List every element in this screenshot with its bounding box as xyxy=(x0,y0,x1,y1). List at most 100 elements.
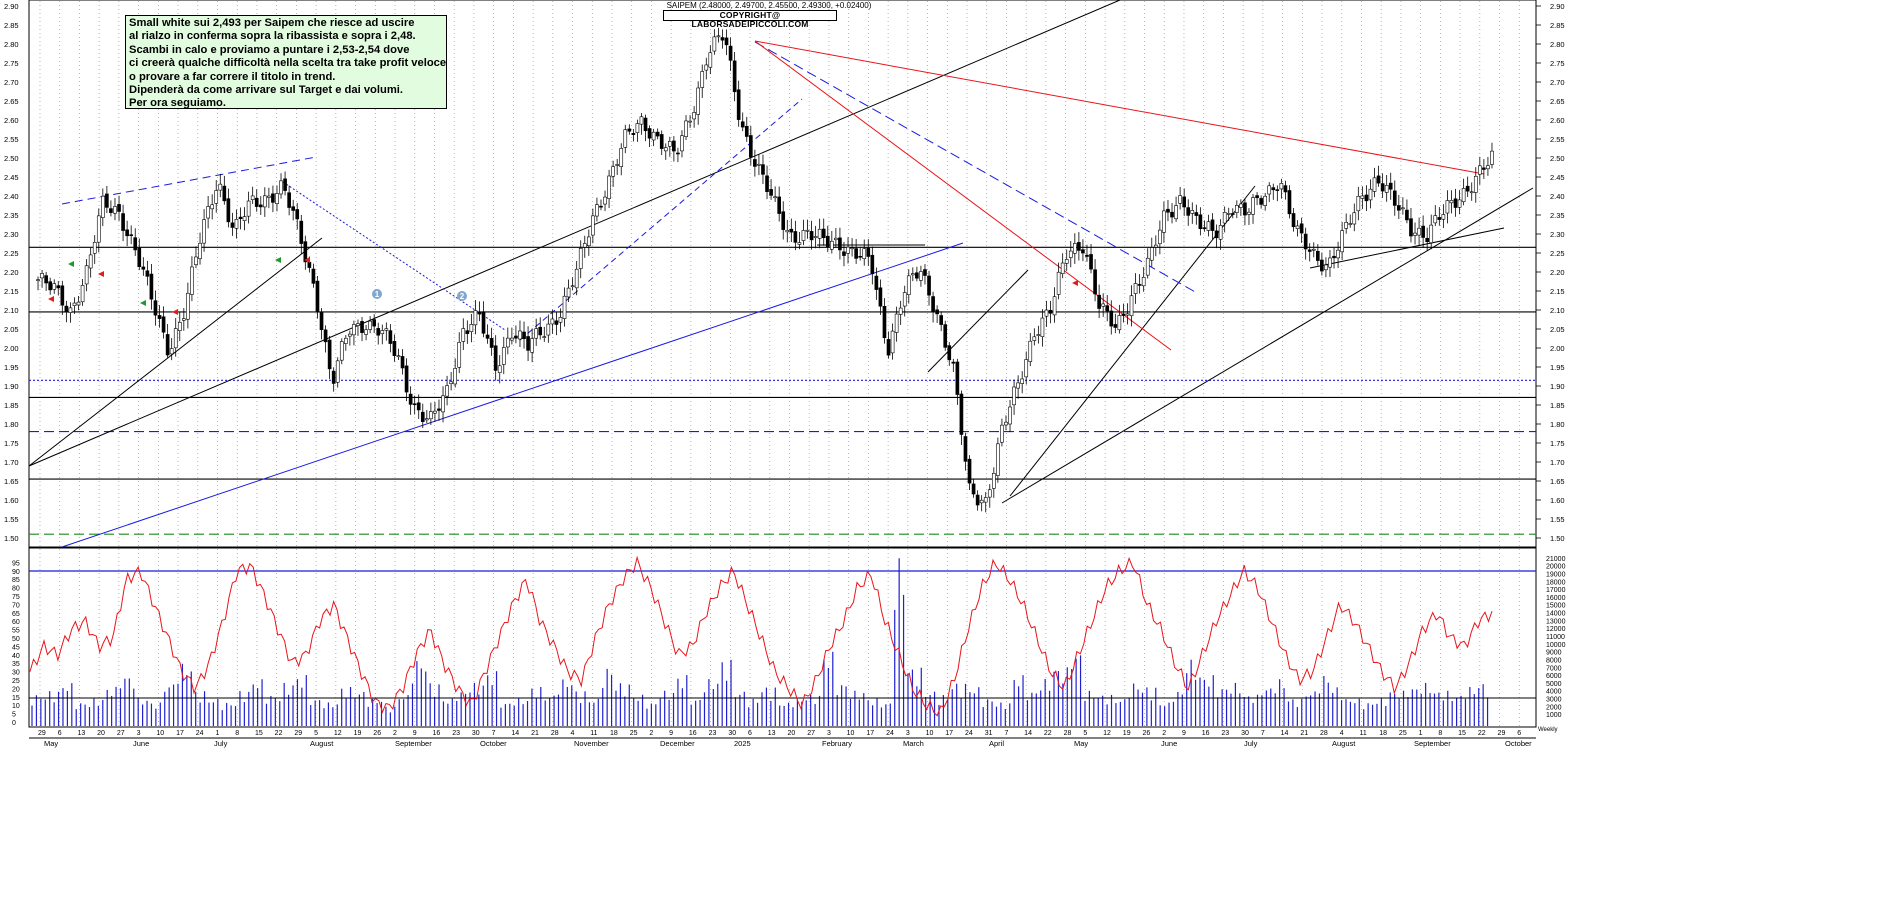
candle-body xyxy=(283,178,287,191)
candle-body xyxy=(473,310,478,326)
candle-body xyxy=(44,275,48,284)
osc-tick-label: 60 xyxy=(12,619,20,626)
volume-tick-label: 17000 xyxy=(1546,587,1566,594)
candle-body xyxy=(1425,237,1430,242)
candle-body xyxy=(663,147,668,152)
x-tick-label: 23 xyxy=(452,730,460,737)
candle-body xyxy=(582,243,587,248)
candle-body xyxy=(1259,198,1263,205)
volume-tick-label: 18000 xyxy=(1546,579,1566,586)
volume-tick-label: 3000 xyxy=(1546,697,1562,704)
candle-body xyxy=(1052,296,1057,316)
price-tick-label-right: 2.85 xyxy=(1550,21,1565,30)
candle-body xyxy=(186,292,190,320)
price-tick-label-right: 1.70 xyxy=(1550,458,1565,467)
candle-body xyxy=(485,334,490,339)
volume-tick-label: 19000 xyxy=(1546,571,1566,578)
x-tick-label: 21 xyxy=(531,730,539,737)
x-axis-labels: 29 6 13 20 27 3 10 17 24 1 8 15 22 29 5 12 19 26 2 9 16 23 30 7… xyxy=(38,727,1558,748)
candle-body xyxy=(267,195,271,198)
price-tick-label-right: 1.95 xyxy=(1550,363,1565,372)
x-tick-label: 6 xyxy=(1517,730,1521,737)
candle-body xyxy=(412,403,417,406)
x-tick-label: 28 xyxy=(1064,730,1072,737)
candle-body xyxy=(36,279,40,281)
candle-body xyxy=(1465,185,1470,192)
signal-arrow-icon xyxy=(140,300,146,306)
candle-body xyxy=(489,338,494,348)
candle-body xyxy=(190,266,194,295)
candle-body xyxy=(611,166,615,177)
candle-body xyxy=(586,236,591,247)
x-tick-label: 12 xyxy=(1103,730,1111,737)
x-tick-label: 19 xyxy=(1123,730,1131,737)
x-tick-label: 24 xyxy=(886,730,894,737)
price-tick-label-right: 2.05 xyxy=(1550,325,1565,334)
candle-body xyxy=(534,328,539,339)
price-tick-label-left: 2.15 xyxy=(4,287,19,296)
osc-tick-label: 25 xyxy=(12,678,20,685)
x-tick-label: 16 xyxy=(432,730,440,737)
price-tick-label-left: 2.05 xyxy=(4,325,19,334)
candle-body xyxy=(643,117,648,132)
x-tick-label: 9 xyxy=(669,730,673,737)
x-tick-label: 3 xyxy=(906,730,910,737)
candle-body xyxy=(254,197,259,207)
candle-body xyxy=(368,320,372,330)
candle-body xyxy=(307,261,312,268)
x-tick-label: 26 xyxy=(1143,730,1151,737)
price-tick-label-right: 1.75 xyxy=(1550,439,1565,448)
candle-body xyxy=(1210,219,1215,231)
candle-body xyxy=(570,285,575,288)
candle-body xyxy=(1004,421,1008,426)
price-tick-label-right: 1.55 xyxy=(1550,515,1565,524)
candle-body xyxy=(1486,165,1490,170)
x-month-label: October xyxy=(1505,739,1532,748)
candle-body xyxy=(109,208,113,213)
x-month-label: November xyxy=(574,739,609,748)
candle-body xyxy=(518,330,522,340)
candle-body xyxy=(761,164,765,175)
candle-body xyxy=(753,159,757,167)
candle-body xyxy=(238,216,243,220)
candle-body xyxy=(275,193,279,204)
candle-body xyxy=(258,204,263,208)
candle-body xyxy=(1328,257,1332,268)
candle-body xyxy=(1413,232,1417,236)
candle-body xyxy=(1332,255,1336,259)
x-tick-label: 13 xyxy=(77,730,85,737)
candle-body xyxy=(797,242,802,245)
candle-body xyxy=(1482,167,1486,170)
price-tick-label-right: 2.45 xyxy=(1550,173,1565,182)
candle-body xyxy=(1303,233,1308,250)
candle-body xyxy=(514,335,518,339)
candle-body xyxy=(88,254,93,269)
candle-body xyxy=(1291,213,1296,228)
x-month-label: December xyxy=(660,739,695,748)
candle-body xyxy=(250,195,255,201)
price-tick-label-right: 2.00 xyxy=(1550,344,1565,353)
candle-body xyxy=(141,266,146,270)
candle-body xyxy=(631,133,636,135)
candle-body xyxy=(343,337,348,344)
x-tick-label: 8 xyxy=(235,730,239,737)
candle-body xyxy=(1283,185,1288,193)
osc-tick-label: 35 xyxy=(12,661,20,668)
candle-body xyxy=(1401,207,1405,210)
candle-body xyxy=(129,234,133,236)
candle-body xyxy=(809,231,814,241)
x-month-label: May xyxy=(1074,739,1088,748)
note-line: Scambi in calo e proviamo a puntare i 2,… xyxy=(129,43,410,56)
candle-body xyxy=(157,315,162,319)
x-tick-label: 10 xyxy=(156,730,164,737)
candle-body xyxy=(1162,210,1166,233)
x-month-label: May xyxy=(44,739,58,748)
candle-body xyxy=(315,280,320,312)
x-tick-label: 2 xyxy=(393,730,397,737)
price-tick-label-right: 2.35 xyxy=(1550,211,1565,220)
x-tick-label: 20 xyxy=(788,730,796,737)
x-tick-label: 22 xyxy=(275,730,283,737)
candle-body xyxy=(1068,250,1073,258)
note-line: Per ora seguiamo. xyxy=(129,97,226,110)
